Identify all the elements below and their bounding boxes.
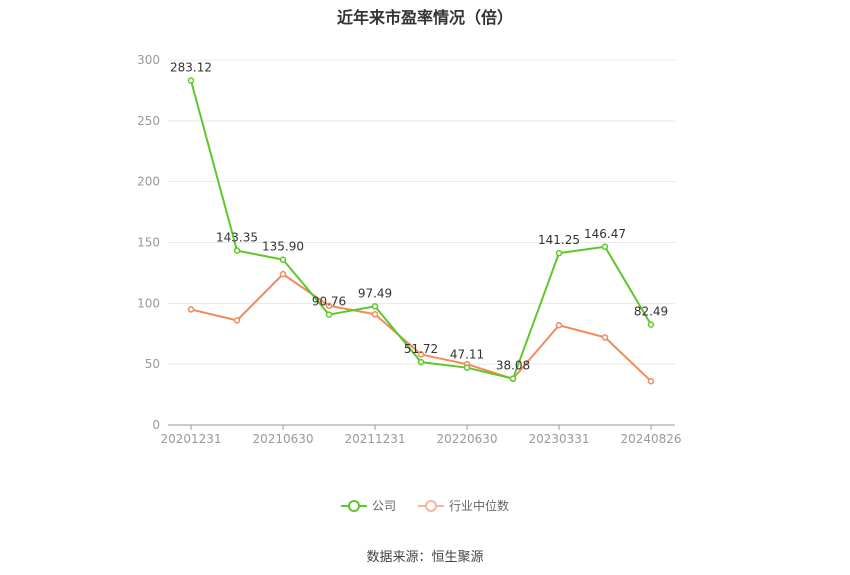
data-point[interactable]	[325, 311, 333, 318]
y-tick-label: 0	[152, 418, 160, 432]
x-tick-label: 20201231	[160, 432, 221, 446]
data-point[interactable]	[555, 321, 563, 329]
data-label: 143.35	[216, 231, 258, 245]
y-tick-label: 300	[137, 53, 160, 67]
y-tick-label: 100	[137, 296, 160, 310]
data-point[interactable]	[325, 302, 333, 310]
data-point[interactable]	[417, 358, 425, 366]
data-point[interactable]	[647, 377, 655, 385]
legend-label-industry-median: 行业中位数	[449, 499, 510, 513]
data-point[interactable]	[555, 249, 563, 257]
legend: 公司 行业中位数	[0, 497, 850, 514]
legend-marker-company	[340, 499, 367, 512]
series-line-0	[190, 80, 652, 380]
data-label: 283.12	[170, 61, 212, 75]
data-point[interactable]	[601, 243, 609, 251]
data-source: 数据来源：恒生聚源	[366, 550, 484, 565]
x-tick-label: 20210630	[252, 432, 313, 446]
legend-label-company: 公司	[371, 499, 396, 513]
data-point[interactable]	[371, 311, 379, 318]
chart-title: 近年来市盈率情况（倍）	[336, 8, 513, 27]
data-point[interactable]	[187, 306, 195, 313]
x-tick-label: 20211231	[344, 432, 405, 446]
data-label: 146.47	[584, 227, 626, 241]
data-label: 47.11	[450, 348, 484, 362]
data-point[interactable]	[279, 256, 287, 263]
y-tick-label: 150	[137, 236, 160, 250]
data-point[interactable]	[187, 77, 195, 84]
data-label: 97.49	[358, 286, 392, 300]
x-tick-label: 20240826	[620, 432, 681, 446]
data-point[interactable]	[509, 375, 517, 382]
y-tick-label: 250	[137, 114, 160, 128]
data-point[interactable]	[233, 247, 241, 254]
data-point[interactable]	[647, 321, 655, 328]
data-point[interactable]	[233, 317, 241, 324]
x-tick-label: 20230331	[528, 432, 589, 446]
y-tick-label: 200	[137, 175, 160, 189]
data-point[interactable]	[417, 351, 425, 358]
x-tick-label: 20220630	[436, 432, 497, 446]
data-point[interactable]	[463, 364, 471, 371]
data-label: 51.72	[404, 342, 438, 356]
y-tick-label: 50	[145, 357, 160, 371]
data-point[interactable]	[601, 334, 609, 341]
legend-marker-industry-median	[418, 499, 444, 512]
data-label: 90.76	[312, 295, 346, 309]
legend-item-company[interactable]: 公司	[340, 497, 396, 514]
legend-item-industry-median[interactable]: 行业中位数	[418, 497, 509, 514]
data-point[interactable]	[371, 303, 379, 310]
data-label: 82.49	[634, 305, 668, 319]
data-label: 38.08	[496, 359, 530, 373]
data-label: 141.25	[538, 233, 580, 247]
data-point[interactable]	[279, 270, 287, 278]
data-label: 135.90	[262, 240, 304, 254]
